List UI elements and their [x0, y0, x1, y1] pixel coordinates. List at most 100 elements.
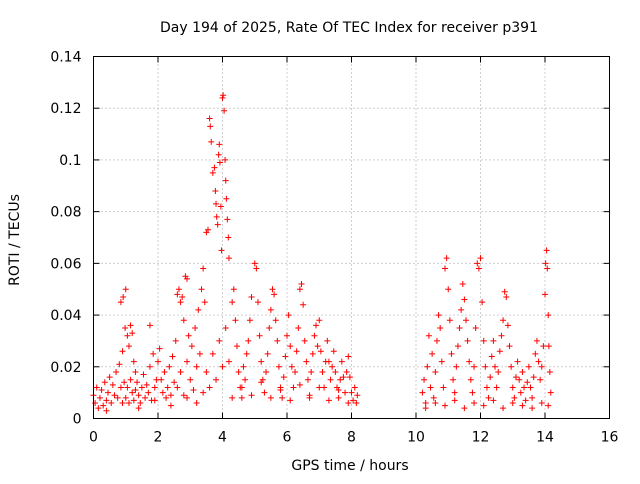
data-point	[466, 358, 473, 365]
data-point	[279, 394, 286, 401]
data-point	[135, 392, 142, 399]
data-point	[319, 368, 326, 375]
data-point	[224, 216, 231, 223]
data-point	[488, 353, 495, 360]
data-point	[309, 350, 316, 357]
data-point	[542, 291, 548, 298]
x-tick-label: 0	[89, 430, 98, 446]
data-point	[167, 402, 174, 409]
data-point	[142, 394, 149, 401]
data-point	[490, 397, 497, 404]
data-point	[263, 368, 270, 375]
data-point	[266, 325, 273, 331]
data-point	[98, 387, 105, 394]
data-point	[213, 200, 220, 207]
data-point	[230, 286, 237, 293]
data-point	[544, 265, 551, 272]
data-point	[203, 368, 210, 375]
data-point	[500, 317, 507, 324]
data-point	[345, 353, 352, 360]
data-point	[506, 343, 513, 350]
data-point	[462, 317, 469, 324]
data-point	[114, 394, 121, 401]
data-point	[443, 255, 450, 262]
data-point	[248, 392, 255, 399]
data-point	[292, 368, 299, 375]
data-point	[458, 306, 465, 313]
data-point	[316, 384, 323, 391]
data-point	[235, 368, 242, 375]
data-point	[546, 368, 553, 375]
data-point	[225, 234, 232, 241]
data-point	[137, 399, 144, 406]
data-point	[117, 384, 124, 391]
data-point	[524, 379, 531, 386]
data-point	[529, 405, 536, 412]
data-point	[317, 348, 324, 355]
y-tick-label: 0.14	[50, 50, 81, 66]
data-point	[325, 358, 332, 365]
data-point	[519, 368, 526, 375]
data-point	[209, 350, 216, 357]
data-point	[335, 387, 342, 394]
data-points	[90, 92, 554, 414]
data-point	[500, 405, 507, 412]
y-tick-label: 0	[73, 412, 82, 428]
data-point	[469, 389, 476, 396]
axis-ticks	[93, 56, 610, 419]
data-point	[232, 317, 239, 324]
x-tick-labels: 0 2 4 6 8 10 12 14 16	[89, 430, 618, 446]
data-point	[171, 379, 178, 386]
data-point	[238, 394, 245, 401]
data-point	[483, 384, 490, 391]
y-tick-label: 0.02	[50, 360, 81, 376]
data-point	[161, 368, 168, 375]
data-point	[432, 399, 439, 406]
data-point	[456, 325, 463, 331]
data-point	[188, 343, 195, 350]
data-point	[106, 374, 113, 381]
data-point	[185, 332, 192, 339]
data-point	[169, 353, 176, 360]
data-point	[529, 394, 536, 401]
data-point	[275, 363, 282, 370]
data-point	[475, 265, 482, 272]
data-point	[509, 399, 516, 406]
data-point	[477, 255, 484, 262]
data-point	[346, 374, 353, 381]
data-point	[101, 379, 108, 386]
data-point	[316, 317, 323, 324]
data-point	[274, 337, 281, 344]
data-point	[119, 348, 126, 355]
data-point	[187, 376, 194, 383]
data-point	[120, 293, 127, 300]
data-point	[124, 332, 131, 339]
data-point	[245, 337, 252, 344]
data-point	[288, 363, 295, 370]
data-point	[150, 350, 157, 357]
data-point	[254, 299, 261, 306]
data-point	[193, 363, 200, 370]
data-point	[192, 325, 199, 331]
data-point	[229, 394, 236, 401]
data-point	[163, 394, 170, 401]
data-point	[175, 286, 182, 293]
data-point	[487, 374, 494, 381]
chart-title: Day 194 of 2025, Rate Of TEC Index for r…	[160, 20, 538, 36]
data-point	[234, 343, 241, 350]
data-point	[105, 389, 112, 396]
data-point	[151, 384, 158, 391]
data-point	[218, 247, 225, 254]
data-point	[287, 397, 294, 404]
data-point	[243, 350, 250, 357]
data-point	[216, 337, 223, 344]
data-point	[129, 389, 136, 396]
data-point	[220, 92, 227, 99]
data-point	[132, 387, 139, 394]
data-point	[258, 358, 265, 365]
data-point	[277, 387, 284, 394]
data-point	[350, 397, 357, 404]
data-point	[130, 358, 137, 365]
data-point	[212, 187, 219, 194]
